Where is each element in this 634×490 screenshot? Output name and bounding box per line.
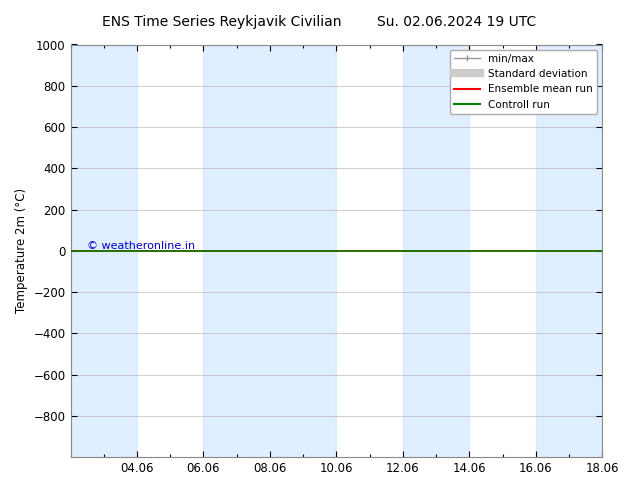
Y-axis label: Temperature 2m (°C): Temperature 2m (°C) [15,188,28,314]
Bar [204,45,337,457]
Legend: min/max, Standard deviation, Ensemble mean run, Controll run: min/max, Standard deviation, Ensemble me… [450,49,597,114]
Bar [70,45,137,457]
Text: ENS Time Series Reykjavik Civilian: ENS Time Series Reykjavik Civilian [102,15,342,29]
Bar [536,45,602,457]
Text: Su. 02.06.2024 19 UTC: Su. 02.06.2024 19 UTC [377,15,536,29]
Bar [403,45,469,457]
Text: © weatheronline.in: © weatheronline.in [87,241,195,251]
